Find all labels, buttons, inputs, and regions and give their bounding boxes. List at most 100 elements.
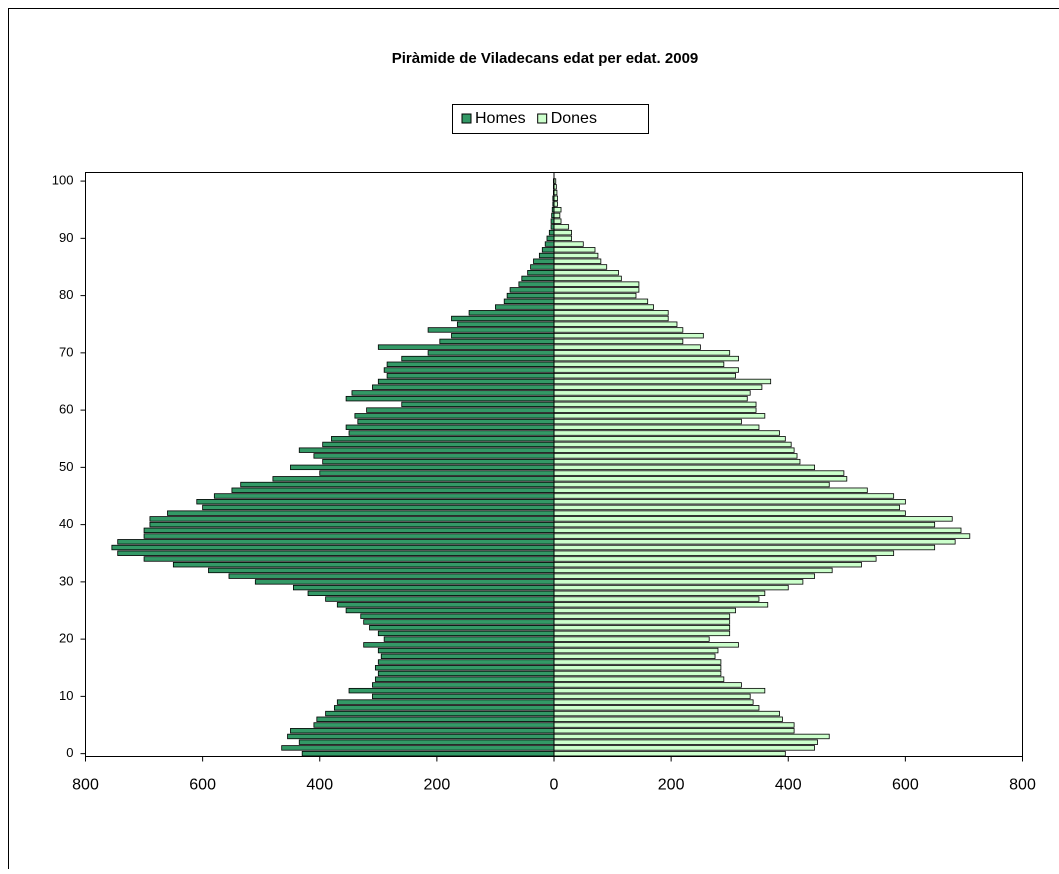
bar [554, 740, 818, 745]
bar [372, 694, 554, 699]
bar [554, 671, 721, 676]
legend-swatch [462, 114, 471, 123]
bar [554, 488, 867, 493]
bar [361, 614, 554, 619]
legend-swatch [538, 114, 547, 123]
bar [554, 568, 832, 573]
bar [299, 448, 554, 453]
bar [241, 482, 554, 487]
bar [554, 310, 668, 315]
bar [554, 660, 721, 665]
bar [554, 545, 935, 550]
bar [440, 339, 554, 344]
bar [554, 385, 762, 390]
bar [554, 356, 738, 361]
bar [402, 402, 554, 407]
bar [367, 408, 554, 413]
bar [510, 288, 554, 293]
bar [197, 499, 554, 504]
y-tick-label: 60 [59, 402, 73, 417]
bar [554, 694, 750, 699]
legend-label: Dones [551, 110, 597, 127]
x-tick-label: 800 [1009, 777, 1036, 794]
bar [331, 436, 554, 441]
x-tick-label: 400 [775, 777, 802, 794]
bar [554, 625, 730, 630]
bar [554, 602, 768, 607]
bar [554, 734, 829, 739]
bar [554, 723, 794, 728]
bar [554, 591, 765, 596]
bar [554, 202, 558, 207]
bar [337, 700, 554, 705]
bar [554, 454, 797, 459]
bar [554, 396, 747, 401]
bar [554, 436, 785, 441]
bar [554, 299, 648, 304]
bar [554, 425, 759, 430]
bar [375, 665, 554, 670]
bar [255, 580, 554, 585]
bar [522, 276, 554, 281]
y-tick-label: 10 [59, 688, 73, 703]
y-tick-label: 40 [59, 516, 73, 531]
bar [554, 482, 829, 487]
bar [378, 648, 554, 653]
y-tick-label: 0 [66, 745, 73, 760]
y-tick-label: 70 [59, 344, 73, 359]
bar [144, 528, 554, 533]
bar [554, 643, 738, 648]
bar [495, 305, 554, 310]
bar [554, 379, 771, 384]
bar [554, 751, 785, 756]
bar [554, 562, 861, 567]
bar [554, 196, 558, 201]
bar [428, 328, 554, 333]
bar [554, 230, 572, 235]
y-tick-label: 20 [59, 631, 73, 646]
bar [288, 734, 554, 739]
bar [364, 643, 554, 648]
bar [326, 597, 554, 602]
legend-label: Homes [475, 110, 526, 127]
bar [549, 230, 554, 235]
bar [554, 270, 618, 275]
bar [346, 425, 554, 430]
y-tick-label: 100 [52, 173, 74, 188]
bar [452, 316, 554, 321]
bar [554, 557, 876, 562]
bar [144, 557, 554, 562]
bar [308, 591, 554, 596]
bar [554, 236, 572, 241]
bar [282, 746, 554, 751]
bar [381, 654, 554, 659]
bar [554, 282, 639, 287]
bar [539, 253, 554, 258]
bar [542, 248, 554, 253]
bar [554, 517, 952, 522]
bar [554, 551, 894, 556]
bar [554, 700, 753, 705]
bar [349, 688, 554, 693]
bar [554, 706, 759, 711]
bar [554, 391, 750, 396]
bar [554, 648, 718, 653]
bar [469, 310, 554, 315]
bar [554, 248, 595, 253]
bar [554, 683, 741, 688]
bar [554, 414, 765, 419]
bar [554, 528, 961, 533]
bar [387, 362, 554, 367]
bar [378, 379, 554, 384]
x-tick-label: 200 [424, 777, 451, 794]
bar [554, 459, 800, 464]
bar [554, 540, 955, 545]
bar [554, 328, 683, 333]
bar [290, 465, 554, 470]
bar [554, 597, 759, 602]
bar [554, 494, 894, 499]
bar [323, 459, 554, 464]
bar [150, 522, 554, 527]
bar [232, 488, 554, 493]
